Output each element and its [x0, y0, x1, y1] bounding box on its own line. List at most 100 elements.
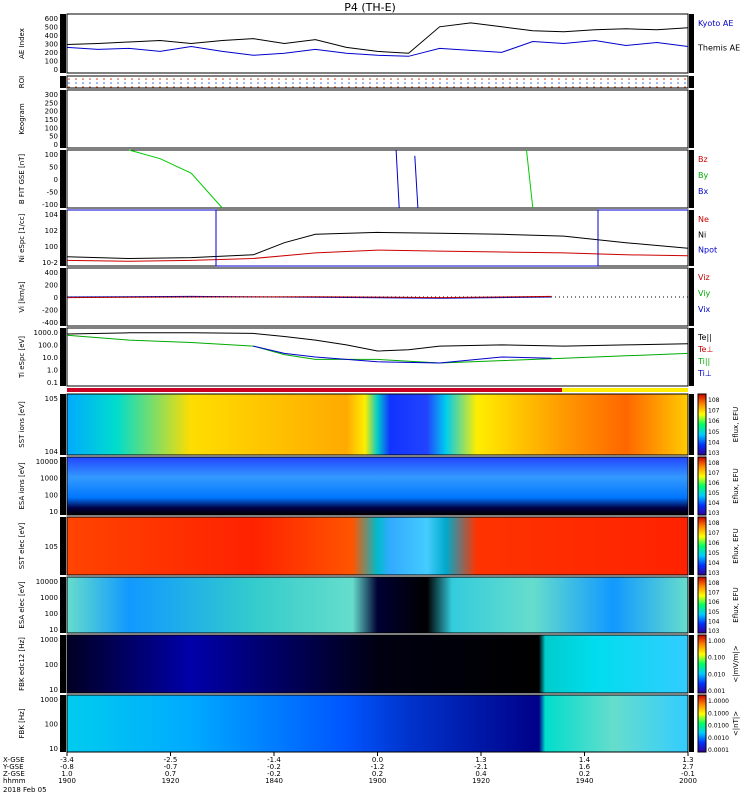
- roi-dot: [642, 86, 644, 88]
- roi-dot: [537, 82, 539, 84]
- roi-dot: [278, 86, 280, 88]
- roi-dot: [348, 82, 350, 84]
- colorbar-tick: 0.001: [708, 688, 725, 695]
- roi-dot: [495, 78, 497, 80]
- colorbar-frame: [697, 634, 707, 694]
- esa_elec-spectrogram-fill: [67, 577, 688, 633]
- bottom-axis: X-GSEY-GSEZ-GSEhhmm-3.4-0.81.01900-2.5-0…: [2, 752, 697, 794]
- temperature-ylabel: Ti eSpc [eV]: [18, 336, 26, 379]
- ephemeris-value: 0.7: [165, 770, 176, 778]
- colorbar-gradient: [698, 517, 706, 575]
- roi-dot: [103, 86, 105, 88]
- roi-dot: [103, 78, 105, 80]
- esa_ion-ytick: 1000: [40, 475, 58, 483]
- roi-dot: [607, 82, 609, 84]
- colorbar-fill: [698, 457, 706, 515]
- roi-dot: [474, 78, 476, 80]
- time-tick-label: 1920: [472, 777, 490, 785]
- colorbar-tick: 107: [708, 590, 720, 597]
- roi-dot: [488, 82, 490, 84]
- roi-dot: [138, 86, 140, 88]
- colorbar-frame: [697, 694, 707, 753]
- roi-dot: [243, 82, 245, 84]
- colorbar-tick: 108: [708, 460, 720, 467]
- bfit-ytick: -50: [47, 189, 58, 197]
- roi-dot: [341, 82, 343, 84]
- density-ylabel: Ni eSpc [1/cc]: [18, 213, 26, 262]
- keogram-left-bar: [60, 90, 66, 148]
- ephemeris-value: 0.4: [475, 770, 487, 778]
- temperature-ytick: 100.0: [38, 342, 58, 350]
- ae-ytick: 600: [45, 15, 58, 23]
- ae-ytick: 200: [45, 49, 58, 57]
- roi-dot: [628, 78, 630, 80]
- roi-dot: [565, 86, 567, 88]
- temperature-ytick: 1.0: [47, 367, 58, 375]
- density-ytick: 100: [45, 243, 58, 251]
- panel-velocity: Vi [km/s] 400 200 0 -200 -400 Viz Viy Vix: [18, 267, 711, 327]
- esa_ion-ytick: 100: [45, 491, 58, 499]
- fbk_b-ytick: 100: [45, 721, 58, 729]
- fbk_b-ytick: 1000: [40, 696, 58, 704]
- temperature-ytick: 0.1: [47, 379, 58, 387]
- density-ytick: 10-2: [42, 259, 58, 267]
- sst_elec-spectrogram-fill: [67, 517, 688, 575]
- esa_elec-left-bar: [60, 577, 66, 633]
- colorbar-2: 108 107 106 105 104 103 Eflux, EFU: [697, 516, 740, 577]
- density-right-bar: [689, 210, 694, 266]
- colorbar-fill: [698, 695, 706, 752]
- roi-dot: [621, 78, 623, 80]
- roi-dot: [285, 78, 287, 80]
- bfit-ytick: 100: [45, 151, 58, 159]
- roi-dot: [586, 78, 588, 80]
- keogram-ytick: 250: [45, 99, 58, 107]
- sst_elec-ylabel: SST elec [eV]: [18, 522, 26, 569]
- roi-dot: [509, 82, 511, 84]
- roi-dot: [579, 78, 581, 80]
- roi-dot: [222, 82, 224, 84]
- roi-dot: [516, 78, 518, 80]
- roi-dot: [649, 78, 651, 80]
- colorbar-0: 108 107 106 105 104 103 Eflux, EFU: [697, 393, 740, 457]
- roi-dot: [292, 82, 294, 84]
- roi-dot: [439, 86, 441, 88]
- esa_elec-ytick: 1000: [40, 594, 58, 602]
- roi-dot: [110, 78, 112, 80]
- colorbar-label: Eflux, EFU: [732, 528, 740, 563]
- ae-ytick: 0: [54, 66, 58, 74]
- page-title: P4 (TH-E): [344, 1, 396, 14]
- roi-dot: [313, 78, 315, 80]
- roi-dot: [418, 82, 420, 84]
- bfit-legend-entry: By: [698, 171, 708, 180]
- esa_elec-frame: [66, 576, 689, 634]
- keogram-right-bar: [689, 90, 694, 148]
- ephemeris-value: 1.6: [579, 763, 591, 771]
- ephemeris-value: 1.3: [682, 756, 693, 764]
- roi-dot: [537, 86, 539, 88]
- sst_elec-ytick: 105: [45, 543, 58, 551]
- density-series-line: [67, 209, 688, 267]
- ae-legend-entry: Kyoto AE: [698, 19, 733, 28]
- roi-dot: [481, 86, 483, 88]
- colorbar-tick: 106: [708, 540, 720, 547]
- colorbar-3: 108 107 106 105 104 103 Eflux, EFU: [697, 576, 740, 635]
- roi-dot: [96, 82, 98, 84]
- roi-dot: [474, 86, 476, 88]
- roi-dot: [593, 86, 595, 88]
- fbk_e-ytick: 1000: [40, 636, 58, 644]
- density-legend-entry: Ni: [698, 230, 706, 239]
- ephemeris-row-label: hhmm: [3, 777, 26, 785]
- roi-dot: [117, 86, 119, 88]
- roi-dot: [257, 86, 259, 88]
- roi-dot: [145, 82, 147, 84]
- roi-dot: [488, 78, 490, 80]
- roi-dot: [348, 86, 350, 88]
- panel-sst_ion: SST ions [eV] 105 104: [18, 393, 694, 456]
- ephemeris-value: -0.2: [267, 763, 281, 771]
- roi-dot: [530, 86, 532, 88]
- roi-dot: [544, 86, 546, 88]
- roi-dot: [453, 86, 455, 88]
- ephemeris-value: 1.0: [61, 770, 72, 778]
